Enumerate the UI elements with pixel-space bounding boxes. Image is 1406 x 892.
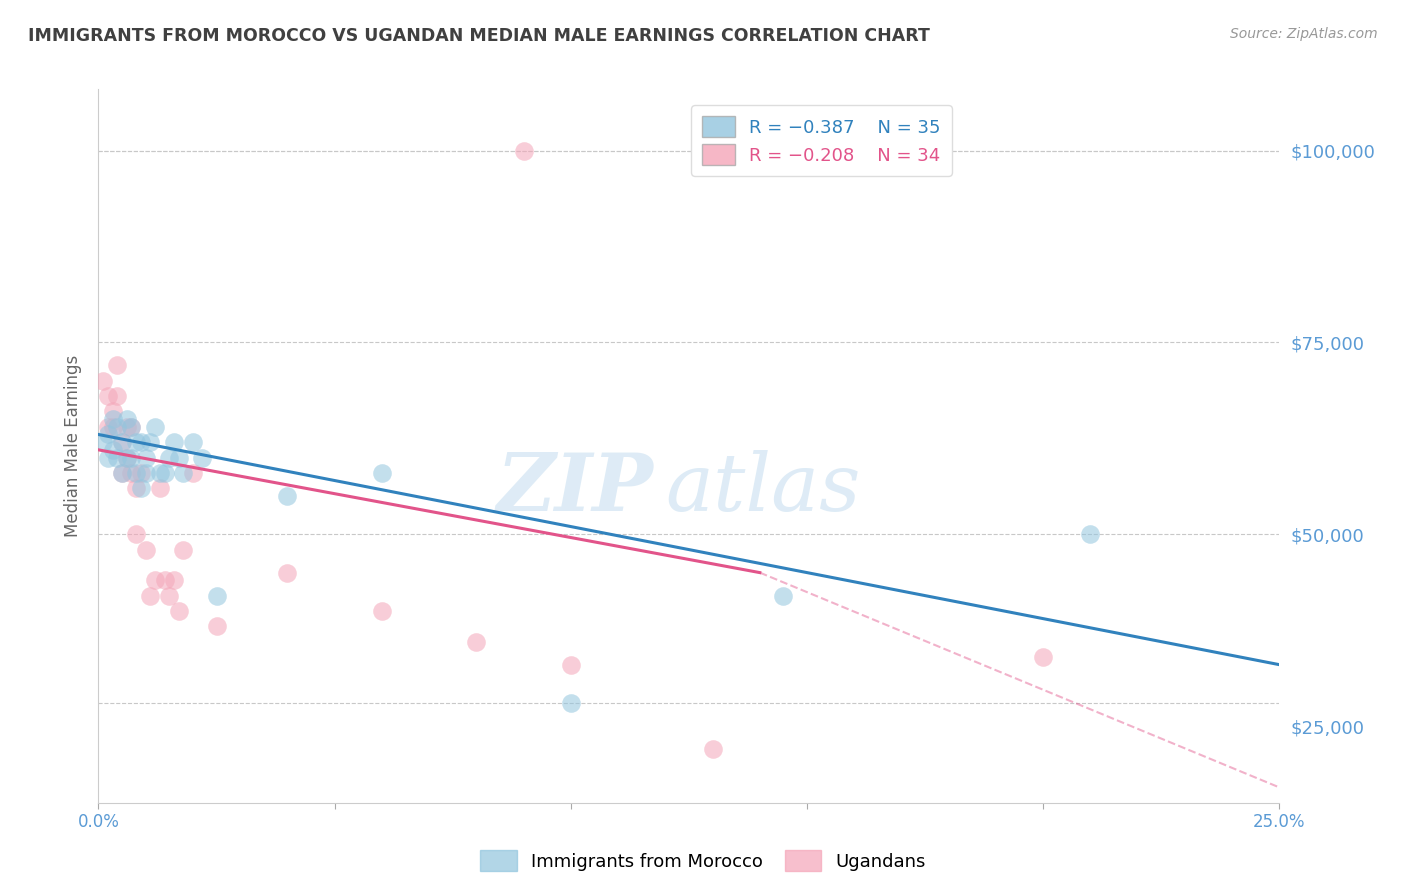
Point [129, 435, 152, 450]
Point [135, 450, 157, 465]
Point [97, 450, 120, 465]
Point [181, 466, 204, 480]
Point [129, 481, 152, 495]
Point [560, 657, 582, 672]
Point [111, 435, 134, 450]
Point [205, 589, 228, 603]
Point [115, 412, 138, 426]
Point [97, 389, 120, 403]
Point [371, 604, 394, 618]
Point [191, 450, 214, 465]
Point [181, 435, 204, 450]
Point [105, 419, 128, 434]
Point [560, 696, 582, 710]
Point [101, 419, 124, 434]
Point [1032, 650, 1054, 665]
Legend: R = −0.387    N = 35, R = −0.208    N = 34: R = −0.387 N = 35, R = −0.208 N = 34 [692, 105, 952, 176]
Point [512, 144, 534, 158]
Point [172, 466, 194, 480]
Point [153, 466, 176, 480]
Point [135, 466, 157, 480]
Point [105, 450, 128, 465]
Point [135, 542, 157, 557]
Point [1080, 527, 1102, 541]
Point [121, 466, 143, 480]
Point [101, 404, 124, 418]
Text: Source: ZipAtlas.com: Source: ZipAtlas.com [1230, 27, 1378, 41]
Y-axis label: Median Male Earnings: Median Male Earnings [65, 355, 83, 537]
Text: IMMIGRANTS FROM MOROCCO VS UGANDAN MEDIAN MALE EARNINGS CORRELATION CHART: IMMIGRANTS FROM MOROCCO VS UGANDAN MEDIA… [28, 27, 929, 45]
Point [153, 574, 176, 588]
Point [139, 589, 162, 603]
Point [139, 435, 162, 450]
Point [115, 450, 138, 465]
Point [125, 435, 148, 450]
Point [276, 566, 298, 580]
Point [143, 574, 166, 588]
Point [163, 435, 186, 450]
Point [276, 489, 298, 503]
Text: atlas: atlas [665, 450, 860, 527]
Point [149, 466, 172, 480]
Point [157, 589, 180, 603]
Point [111, 435, 134, 450]
Point [105, 359, 128, 373]
Point [101, 412, 124, 426]
Point [101, 442, 124, 457]
Point [125, 527, 148, 541]
Point [371, 466, 394, 480]
Point [115, 450, 138, 465]
Point [772, 589, 794, 603]
Point [163, 574, 186, 588]
Point [125, 481, 148, 495]
Text: ZIP: ZIP [496, 450, 654, 527]
Point [125, 466, 148, 480]
Point [91, 374, 114, 388]
Point [167, 450, 190, 465]
Point [121, 450, 143, 465]
Point [129, 466, 152, 480]
Point [115, 419, 138, 434]
Point [149, 481, 172, 495]
Point [157, 450, 180, 465]
Point [465, 634, 488, 648]
Point [702, 742, 724, 756]
Point [111, 466, 134, 480]
Legend: Immigrants from Morocco, Ugandans: Immigrants from Morocco, Ugandans [474, 843, 932, 879]
Point [205, 619, 228, 633]
Point [97, 427, 120, 442]
Point [121, 419, 143, 434]
Point [97, 419, 120, 434]
Point [105, 389, 128, 403]
Point [121, 419, 143, 434]
Point [91, 435, 114, 450]
Point [143, 419, 166, 434]
Point [167, 604, 190, 618]
Point [111, 466, 134, 480]
Point [172, 542, 194, 557]
